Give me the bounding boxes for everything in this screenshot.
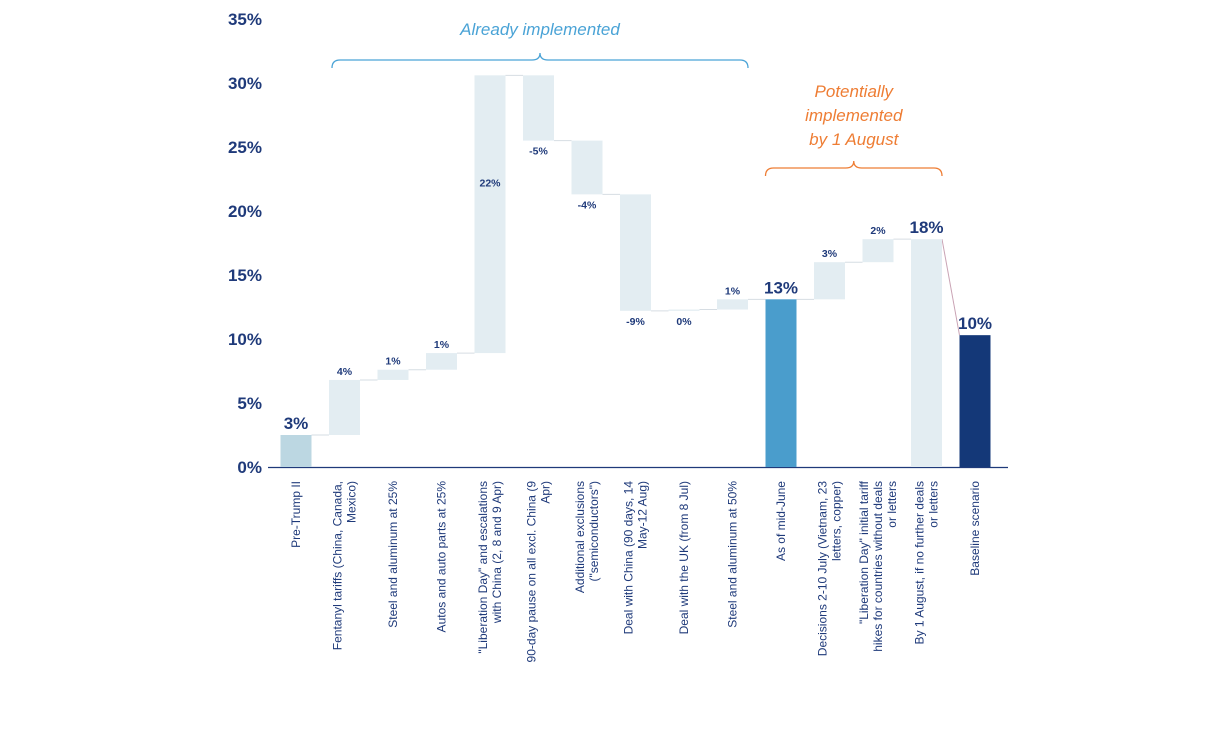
group-label: Already implemented	[459, 20, 620, 39]
data-label: 0%	[676, 316, 692, 328]
x-category-label-line: 90-day pause on all excl. China (9	[525, 481, 539, 663]
x-category-label: Steel and aluminum at 50%	[726, 481, 740, 628]
x-category-label: Fentanyl tariffs (China, Canada, Mexico)	[331, 481, 359, 650]
x-category-label-line: Baseline scenario	[968, 481, 982, 576]
x-category-label-line: hikes for countries without deals	[871, 481, 885, 652]
group-label-line: implemented	[805, 106, 903, 125]
x-category-label: As of mid-June	[774, 481, 788, 561]
x-category-label: Autos and auto parts at 25%	[435, 481, 449, 633]
x-category-label: "Liberation Day" initial tariff hikes for…	[857, 480, 899, 651]
group-bracket	[331, 52, 749, 69]
x-category-label-line: "Liberation Day" and escalations	[476, 481, 490, 654]
x-category-label-line: May-12 Aug)	[636, 481, 650, 549]
x-category-label: "Liberation Day" and escalations with Chi…	[476, 481, 504, 654]
group-label-line: by 1 August	[809, 130, 899, 149]
x-category-label-line: or letters	[885, 481, 899, 528]
connector-lines	[311, 74, 960, 436]
data-label: 22%	[479, 177, 501, 189]
x-category-label: Additional exclusions ("semiconductors")	[573, 481, 601, 593]
bar	[668, 309, 700, 311]
data-label: -9%	[626, 316, 645, 328]
category-labels: Pre-Trump II Fentanyl tariffs (China, Can…	[289, 480, 982, 662]
y-tick-label: 35%	[228, 10, 262, 29]
x-category-label: Decisions 2-10 July (Vietnam, 23 letters,…	[816, 481, 844, 657]
y-tick-label: 30%	[228, 74, 262, 93]
x-category-label-line: or letters	[927, 481, 941, 528]
bar	[959, 335, 991, 467]
bar	[862, 239, 894, 263]
bar	[571, 140, 603, 195]
x-category-label-line: Deal with the UK (from 8 Jul)	[677, 481, 691, 634]
bar	[280, 435, 312, 467]
y-tick-label: 15%	[228, 266, 262, 285]
data-label: 13%	[764, 278, 798, 297]
x-category-label-line: Decisions 2-10 July (Vietnam, 23	[816, 481, 830, 657]
connector-line	[941, 239, 960, 336]
data-label: 3%	[822, 248, 838, 260]
x-category-label-line: As of mid-June	[774, 481, 788, 561]
x-category-label: Pre-Trump II	[289, 481, 303, 548]
y-tick-label: 0%	[237, 458, 262, 477]
bar	[474, 75, 506, 354]
bars	[280, 75, 991, 467]
y-axis: 0% 5% 10% 15% 20% 25% 30% 35%	[228, 10, 1008, 477]
x-category-label: Steel and aluminum at 25%	[386, 481, 400, 628]
x-category-label: By 1 August, if no further deals or lette…	[913, 481, 941, 644]
x-category-label-line: Apr)	[539, 481, 553, 504]
bar	[620, 194, 651, 311]
data-label: 10%	[958, 314, 992, 333]
x-category-label-line: with China (2, 8 and 9 Apr)	[490, 481, 504, 624]
data-label: -5%	[529, 146, 548, 158]
x-category-label-line: letters, copper)	[830, 481, 844, 561]
y-tick-label: 25%	[228, 138, 262, 157]
bar	[426, 353, 457, 370]
data-label: 1%	[385, 356, 401, 368]
x-category-label-line: Pre-Trump II	[289, 481, 303, 548]
x-category-label: 90-day pause on all excl. China (9 Apr)	[525, 481, 553, 663]
x-category-label-line: By 1 August, if no further deals	[913, 481, 927, 644]
data-label: 1%	[434, 339, 450, 351]
bar	[377, 369, 409, 380]
x-category-label-line: Mexico)	[345, 481, 359, 523]
y-tick-label: 5%	[237, 394, 262, 413]
group-brackets: Already implemented Potentially implemente…	[331, 20, 943, 177]
data-label: 1%	[725, 285, 741, 297]
data-label: 18%	[909, 218, 943, 237]
bar	[329, 379, 360, 435]
bar	[523, 75, 554, 141]
group-bracket	[764, 160, 943, 177]
x-category-label-line: Additional exclusions	[573, 481, 587, 593]
data-labels: 3% 4% 1% 1% 22% -5% -4% -9% 0% 1% 13% 3% 2% 18% 10%	[284, 146, 992, 433]
x-category-label-line: Autos and auto parts at 25%	[435, 481, 449, 633]
x-category-label-line: ("semiconductors")	[587, 481, 601, 582]
x-category-label: Baseline scenario	[968, 481, 982, 576]
bar	[911, 239, 942, 467]
bar	[765, 299, 797, 467]
x-category-label-line: Deal with China (90 days, 14	[622, 481, 636, 635]
x-category-label: Deal with China (90 days, 14 May-12 Aug)	[622, 481, 650, 635]
x-category-label-line: Fentanyl tariffs (China, Canada,	[331, 481, 345, 650]
y-tick-label: 20%	[228, 202, 262, 221]
bar	[717, 299, 748, 310]
data-label: 3%	[284, 414, 309, 433]
data-label: 2%	[870, 225, 886, 237]
data-label: -4%	[578, 199, 597, 211]
group-label-line: Potentially	[815, 82, 895, 101]
x-category-label-line: "Liberation Day" initial tariff	[857, 480, 871, 624]
x-category-label-line: Steel and aluminum at 25%	[386, 481, 400, 628]
x-category-label: Deal with the UK (from 8 Jul)	[677, 481, 691, 634]
data-label: 4%	[337, 366, 353, 378]
y-tick-label: 10%	[228, 330, 262, 349]
bar	[814, 262, 845, 300]
x-category-label-line: Steel and aluminum at 50%	[726, 481, 740, 628]
